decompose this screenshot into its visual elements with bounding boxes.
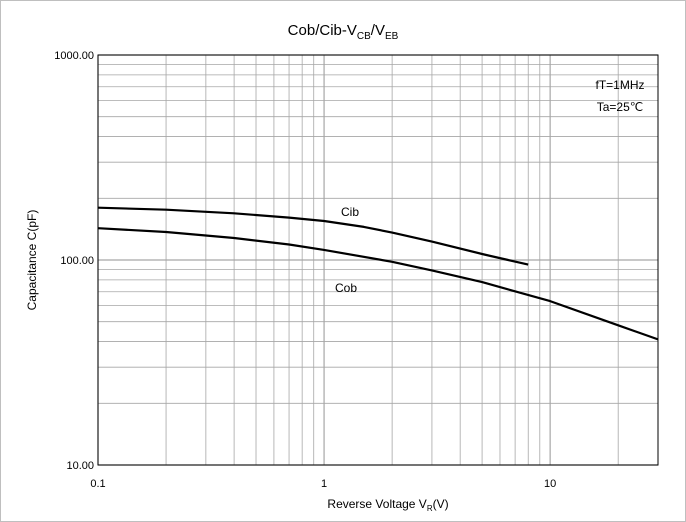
y-tick-labels: 10.00 100.00 1000.00 xyxy=(54,50,94,472)
x-axis-label: Reverse Voltage VR(V) xyxy=(327,497,448,513)
chart-title-mid: /V xyxy=(371,22,385,39)
plot-border xyxy=(97,54,659,466)
series-line-cib xyxy=(97,206,529,266)
chart-title-sub2: EB xyxy=(385,31,399,42)
chart-title-main: Cob/Cib-V xyxy=(288,22,357,39)
y-tick-label: 10.00 xyxy=(66,460,94,472)
annotation-frequency: fT=1MHz xyxy=(595,78,644,92)
series-label-cob: Cob xyxy=(335,281,357,295)
x-tick-labels: 0.1 1 10 xyxy=(90,478,556,490)
y-tick-label: 1000.00 xyxy=(54,50,94,62)
y-axis-label: Capacitance C(pF) xyxy=(25,210,39,311)
x-tick-label: 0.1 xyxy=(90,478,105,490)
series-label-cib: Cib xyxy=(341,205,359,219)
chart-title: Cob/Cib-VCB/VEB xyxy=(288,22,399,42)
x-tick-label: 10 xyxy=(544,478,556,490)
x-axis-label-sub: R xyxy=(427,504,433,513)
series-line-cob xyxy=(97,227,659,341)
annotation-temperature: Ta=25℃ xyxy=(597,100,644,114)
chart-title-sub1: CB xyxy=(357,31,371,42)
x-axis-label-unit: (V) xyxy=(433,497,449,511)
x-axis-label-main: Reverse Voltage V xyxy=(327,497,426,511)
y-tick-label: 100.00 xyxy=(60,255,94,267)
series-lines xyxy=(97,206,659,341)
x-tick-label: 1 xyxy=(321,478,327,490)
